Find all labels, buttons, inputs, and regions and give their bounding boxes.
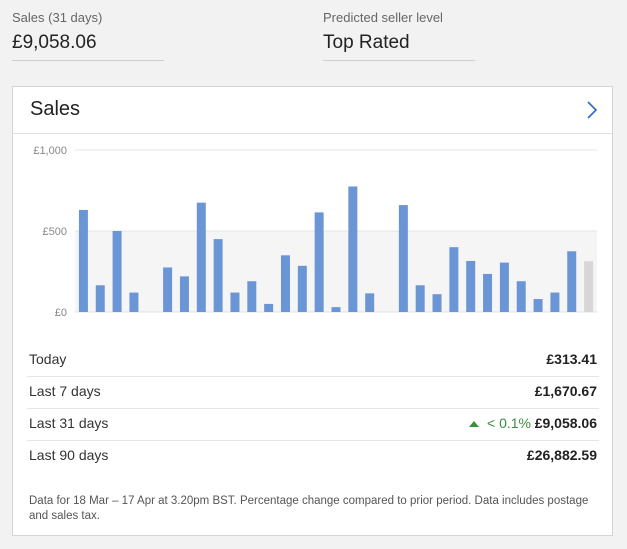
- chart-bar: [314, 212, 324, 312]
- stat-value: £1,670.67: [534, 383, 597, 399]
- sales-card-header[interactable]: Sales: [13, 87, 612, 134]
- stat-row-31-days: Last 31 days < 0.1% £9,058.06: [27, 409, 599, 441]
- stat-value: £26,882.59: [526, 447, 597, 463]
- chart-bar: [365, 293, 375, 312]
- chart-bar: [398, 205, 408, 312]
- chart-bar: [163, 267, 173, 312]
- chart-bar: [550, 292, 560, 312]
- sales-card-title: Sales: [30, 98, 81, 120]
- chart-bar: [179, 276, 189, 312]
- y-tick-label: £1,000: [33, 145, 67, 157]
- seller-level-value: Top Rated: [323, 32, 475, 61]
- up-arrow-icon: [469, 421, 480, 427]
- chart-bar: [129, 292, 139, 312]
- chart-bar: [213, 239, 223, 312]
- seller-level-summary: Predicted seller level Top Rated: [323, 10, 475, 61]
- chart-bar: [112, 231, 122, 312]
- y-tick-label: £500: [43, 226, 67, 238]
- stat-value: £9,058.06: [534, 415, 597, 431]
- chart-bar: [230, 292, 240, 312]
- stat-row-90-days: Last 90 days £26,882.59: [27, 441, 599, 472]
- chart-bar: [415, 285, 425, 312]
- percentage-change: < 0.1%: [469, 415, 531, 431]
- chart-bar: [499, 262, 509, 312]
- chart-bar: [78, 209, 88, 312]
- sales-chart: £1,000£500£023 Mar30 Mar6 Apr13 Apr: [13, 134, 614, 319]
- sales-summary-value: £9,058.06: [12, 32, 164, 61]
- stat-label: Last 31 days: [29, 415, 109, 431]
- chart-bar: [449, 247, 459, 312]
- stat-value: £313.41: [546, 351, 597, 367]
- stat-row-7-days: Last 7 days £1,670.67: [27, 377, 599, 409]
- chart-bar: [196, 202, 206, 312]
- chart-bar: [432, 294, 442, 312]
- sales-bar-chart: £1,000£500£023 Mar30 Mar6 Apr13 Apr: [33, 145, 597, 319]
- chart-bar: [264, 303, 274, 312]
- stat-row-today: Today £313.41: [27, 345, 599, 377]
- chart-bar: [280, 255, 290, 312]
- chevron-right-icon[interactable]: [585, 100, 599, 120]
- stat-label: Today: [29, 351, 67, 367]
- stat-label: Last 90 days: [29, 447, 109, 463]
- sales-summary: Sales (31 days) £9,058.06: [12, 10, 164, 61]
- chart-bar: [567, 251, 577, 312]
- chart-bar: [533, 299, 543, 312]
- y-tick-label: £0: [55, 307, 67, 319]
- chart-bar: [95, 285, 105, 312]
- footnote: Data for 18 Mar – 17 Apr at 3.20pm BST. …: [29, 495, 589, 522]
- percentage-change-text: < 0.1%: [487, 415, 531, 431]
- chart-bar: [516, 281, 526, 312]
- chart-bar: [247, 281, 257, 312]
- chart-band: [75, 231, 597, 312]
- chart-bar: [331, 307, 341, 312]
- chart-bar: [466, 260, 476, 312]
- sales-card: Sales £1,000£500£023 Mar30 Mar6 Apr13 Ap…: [12, 86, 613, 536]
- sales-summary-label: Sales (31 days): [12, 10, 103, 25]
- chart-bar: [483, 273, 493, 312]
- stat-label: Last 7 days: [29, 383, 101, 399]
- sales-stats-list: Today £313.41 Last 7 days £1,670.67 Last…: [27, 345, 599, 472]
- chart-bar: [348, 186, 358, 312]
- chart-bar: [297, 265, 307, 312]
- chart-bar-today: [584, 261, 594, 312]
- seller-level-label: Predicted seller level: [323, 10, 443, 25]
